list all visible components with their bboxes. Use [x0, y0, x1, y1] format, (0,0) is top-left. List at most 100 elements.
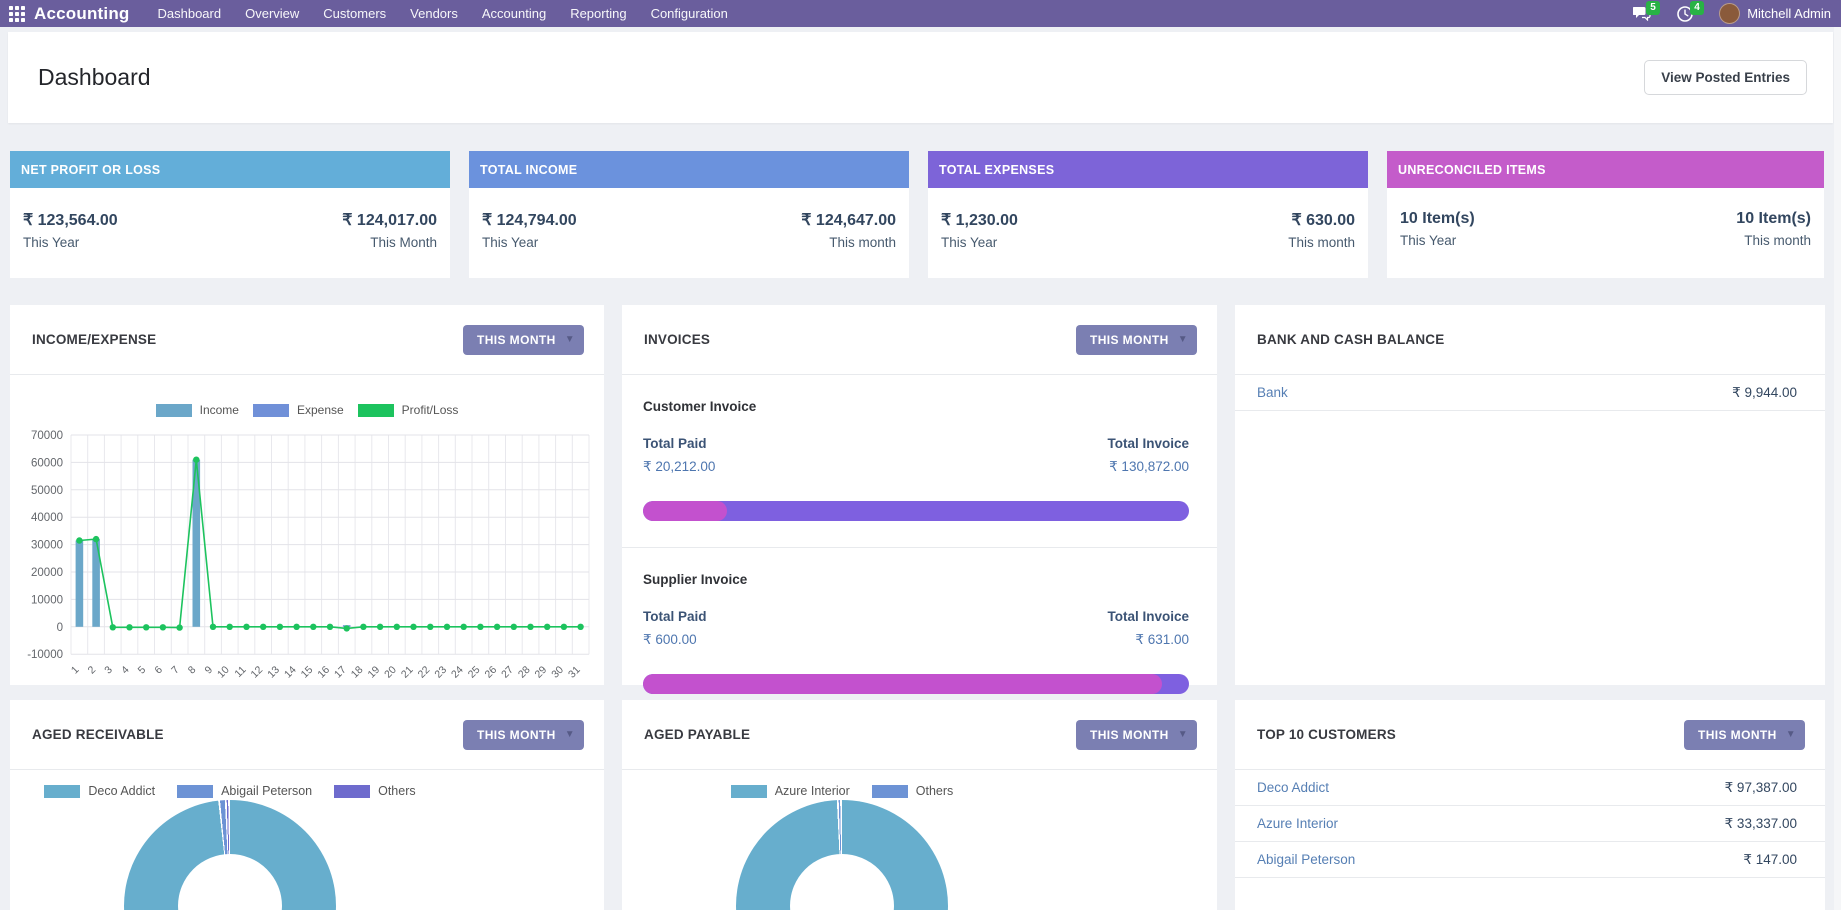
legend-item[interactable]: Expense: [252, 403, 344, 417]
aged-receivable-period-filter[interactable]: THIS MONTH ▼: [463, 719, 584, 750]
income-expense-chart: 70000 60000 50000 40000 30000 20000 10000 0 -100…: [27, 430, 590, 681]
legend-swatch: [730, 784, 767, 798]
svg-text:15: 15: [299, 664, 316, 681]
kpi-year-value: 10 Item(s): [1400, 210, 1475, 227]
aged-receivable-legend: Deco Addict Abigail Peterson Others: [10, 784, 450, 798]
invoices-title: INVOICES: [644, 332, 711, 347]
vertical-scrollbar[interactable]: [1834, 27, 1841, 910]
menu-item-reporting[interactable]: Reporting: [570, 6, 627, 21]
kpi-card-title: TOTAL EXPENSES: [928, 151, 1368, 188]
invoices-panel: INVOICES THIS MONTH ▼ Customer Invoice T…: [622, 305, 1217, 694]
bank-link[interactable]: Bank: [1257, 385, 1288, 400]
svg-text:16: 16: [315, 664, 332, 681]
user-name: Mitchell Admin: [1747, 6, 1831, 21]
middle-row: INCOME/EXPENSE THIS MONTH ▼ Income Expens…: [10, 305, 1825, 694]
customer-link[interactable]: Abigail Peterson: [1257, 852, 1356, 867]
bottom-row: AGED RECEIVABLE THIS MONTH ▼ Deco Addict…: [10, 700, 1825, 910]
svg-text:11: 11: [232, 664, 248, 680]
svg-text:25: 25: [466, 664, 483, 681]
user-menu[interactable]: Mitchell Admin: [1719, 3, 1831, 24]
customer-amount: ₹ 33,337.00: [1724, 815, 1797, 831]
kpi-card-title: UNRECONCILED ITEMS: [1387, 151, 1824, 188]
menu-item-overview[interactable]: Overview: [245, 6, 300, 21]
legend-item[interactable]: Others: [334, 784, 416, 798]
kpi-card-title: NET PROFIT OR LOSS: [10, 151, 450, 188]
income-expense-title: INCOME/EXPENSE: [32, 332, 157, 347]
kpi-card-title: TOTAL INCOME: [469, 151, 909, 188]
svg-text:20: 20: [382, 664, 399, 681]
svg-text:31: 31: [566, 664, 583, 681]
svg-text:26: 26: [482, 664, 499, 681]
supplier-invoice-progress: [643, 674, 1189, 694]
chevron-down-icon: ▼: [564, 333, 575, 345]
avatar: [1719, 3, 1741, 24]
legend-swatch: [871, 784, 908, 798]
kpi-card-net-profit[interactable]: NET PROFIT OR LOSS ₹ 123,564.00 This Yea…: [10, 151, 450, 278]
legend-swatch: [177, 784, 214, 798]
aged-payable-title: AGED PAYABLE: [644, 727, 751, 742]
bank-cash-panel: BANK AND CASH BALANCE Bank ₹ 9,944.00: [1235, 305, 1825, 685]
legend-item[interactable]: Azure Interior: [730, 784, 850, 798]
aged-payable-donut: [736, 800, 948, 910]
kpi-card-total-expenses[interactable]: TOTAL EXPENSES ₹ 1,230.00 This Year ₹ 63…: [928, 151, 1368, 278]
menu-item-dashboard[interactable]: Dashboard: [157, 6, 222, 21]
svg-text:28: 28: [516, 664, 533, 681]
menu-item-customers[interactable]: Customers: [323, 6, 387, 21]
view-posted-entries-button[interactable]: View Posted Entries: [1644, 60, 1807, 95]
kpi-year-label: This Year: [23, 235, 80, 250]
svg-text:4: 4: [119, 664, 132, 677]
menu-item-accounting[interactable]: Accounting: [481, 6, 547, 21]
menu-item-vendors[interactable]: Vendors: [410, 6, 458, 21]
svg-text:30: 30: [549, 664, 566, 681]
aged-receivable-title: AGED RECEIVABLE: [32, 727, 164, 742]
legend-item[interactable]: Abigail Peterson: [177, 784, 312, 798]
apps-grid-icon-svg: [9, 5, 25, 22]
legend-item[interactable]: Income: [155, 403, 239, 417]
invoices-period-filter[interactable]: THIS MONTH ▼: [1076, 324, 1197, 355]
kpi-year-value: ₹ 123,564.00: [23, 212, 118, 229]
control-panel: Dashboard View Posted Entries: [8, 32, 1833, 123]
customer-invoice-section: Customer Invoice Total Paid ₹ 20,212.00 …: [622, 375, 1217, 547]
kpi-month-label: This month: [1744, 233, 1811, 248]
aged-payable-period-filter[interactable]: THIS MONTH ▼: [1076, 719, 1197, 750]
bank-row: Bank ₹ 9,944.00: [1235, 375, 1825, 411]
svg-text:40000: 40000: [31, 512, 63, 524]
top-customers-panel: TOP 10 CUSTOMERS THIS MONTH ▼ Deco Addic…: [1235, 700, 1825, 910]
svg-text:20000: 20000: [31, 567, 63, 579]
customer-row: Abigail Peterson ₹ 147.00: [1235, 842, 1825, 878]
kpi-card-unreconciled-items[interactable]: UNRECONCILED ITEMS 10 Item(s) This Year …: [1387, 151, 1824, 278]
income-expense-period-filter[interactable]: THIS MONTH ▼: [463, 324, 584, 355]
customer-row: Azure Interior ₹ 33,337.00: [1235, 806, 1825, 842]
customer-link[interactable]: Deco Addict: [1257, 780, 1330, 795]
legend-swatch: [44, 784, 81, 798]
bank-balance: ₹ 9,944.00: [1732, 384, 1797, 400]
total-invoice-value: ₹ 130,872.00: [1109, 459, 1189, 474]
menu-item-configuration[interactable]: Configuration: [650, 6, 728, 21]
svg-text:29: 29: [533, 664, 550, 681]
svg-text:60000: 60000: [31, 457, 63, 469]
kpi-year-label: This Year: [941, 235, 998, 250]
svg-text:30000: 30000: [31, 540, 63, 552]
customer-link[interactable]: Azure Interior: [1257, 816, 1339, 831]
supplier-invoice-progress-fill: [643, 674, 1163, 694]
messages-button[interactable]: 5: [1633, 1, 1660, 21]
svg-text:2: 2: [86, 664, 99, 677]
kpi-card-total-income[interactable]: TOTAL INCOME ₹ 124,794.00 This Year ₹ 12…: [469, 151, 909, 278]
svg-text:21: 21: [399, 664, 416, 681]
activities-button[interactable]: 4: [1677, 0, 1704, 22]
apps-grid-icon[interactable]: [8, 5, 26, 23]
legend-item[interactable]: Profit/Loss: [357, 403, 458, 417]
app-name[interactable]: Accounting: [34, 3, 130, 23]
legend-item[interactable]: Deco Addict: [44, 784, 155, 798]
legend-item[interactable]: Others: [871, 784, 953, 798]
top-customers-period-filter[interactable]: THIS MONTH ▼: [1684, 719, 1805, 750]
bank-cash-title: BANK AND CASH BALANCE: [1257, 332, 1445, 347]
kpi-year-label: This Year: [482, 235, 539, 250]
aged-payable-panel: AGED PAYABLE THIS MONTH ▼ Azure Interior…: [622, 700, 1217, 910]
activities-badge: 4: [1690, 0, 1704, 15]
svg-text:10000: 10000: [31, 594, 63, 606]
legend-swatch: [252, 403, 289, 417]
kpi-year-value: ₹ 124,794.00: [482, 212, 577, 229]
chevron-down-icon: ▼: [1177, 728, 1188, 740]
kpi-month-label: This month: [1288, 235, 1355, 250]
